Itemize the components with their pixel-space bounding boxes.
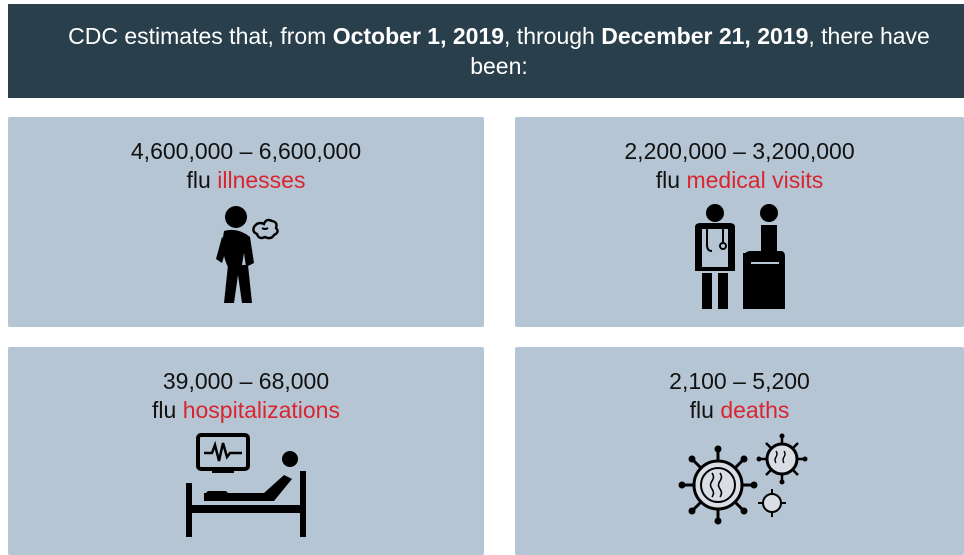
virus-icon bbox=[678, 433, 807, 525]
deaths-card: 2,100 – 5,200 flu deaths bbox=[515, 347, 964, 555]
medical-visits-label: flu medical visits bbox=[655, 167, 824, 193]
end-date: December 21, 2019 bbox=[601, 23, 809, 49]
illnesses-highlight: illnesses bbox=[217, 167, 306, 193]
hospitalizations-highlight: hospitalizations bbox=[182, 397, 340, 423]
sick-person-icon bbox=[216, 206, 279, 303]
banner-text: CDC estimates that, from October 1, 2019… bbox=[48, 21, 950, 81]
doctor-patient-icon bbox=[694, 204, 785, 309]
medical-visits-card: 2,200,000 – 3,200,000 flu medical visits bbox=[515, 117, 964, 327]
illnesses-card: 4,600,000 – 6,600,000 flu illnesses bbox=[8, 117, 484, 327]
deaths-label: flu deaths bbox=[689, 397, 790, 423]
hospitalizations-label: flu hospitalizations bbox=[152, 397, 340, 423]
medical-visits-highlight: medical visits bbox=[686, 167, 824, 193]
hospital-bed-icon bbox=[186, 433, 306, 537]
illnesses-label: flu illnesses bbox=[186, 167, 306, 193]
banner-prefix: CDC estimates that, from bbox=[68, 23, 333, 49]
hospitalizations-range: 39,000 – 68,000 bbox=[162, 368, 330, 394]
deaths-highlight: deaths bbox=[720, 397, 790, 423]
start-date: October 1, 2019 bbox=[332, 23, 505, 49]
illnesses-range: 4,600,000 – 6,600,000 bbox=[130, 138, 362, 164]
deaths-range: 2,100 – 5,200 bbox=[669, 368, 810, 394]
banner-suffix: , there have been: bbox=[470, 23, 930, 79]
banner-middle: , through bbox=[504, 23, 602, 49]
medical-visits-range: 2,200,000 – 3,200,000 bbox=[624, 138, 855, 164]
hospitalizations-card: 39,000 – 68,000 flu hospitalizations bbox=[8, 347, 484, 555]
header-banner: CDC estimates that, from October 1, 2019… bbox=[8, 4, 964, 98]
